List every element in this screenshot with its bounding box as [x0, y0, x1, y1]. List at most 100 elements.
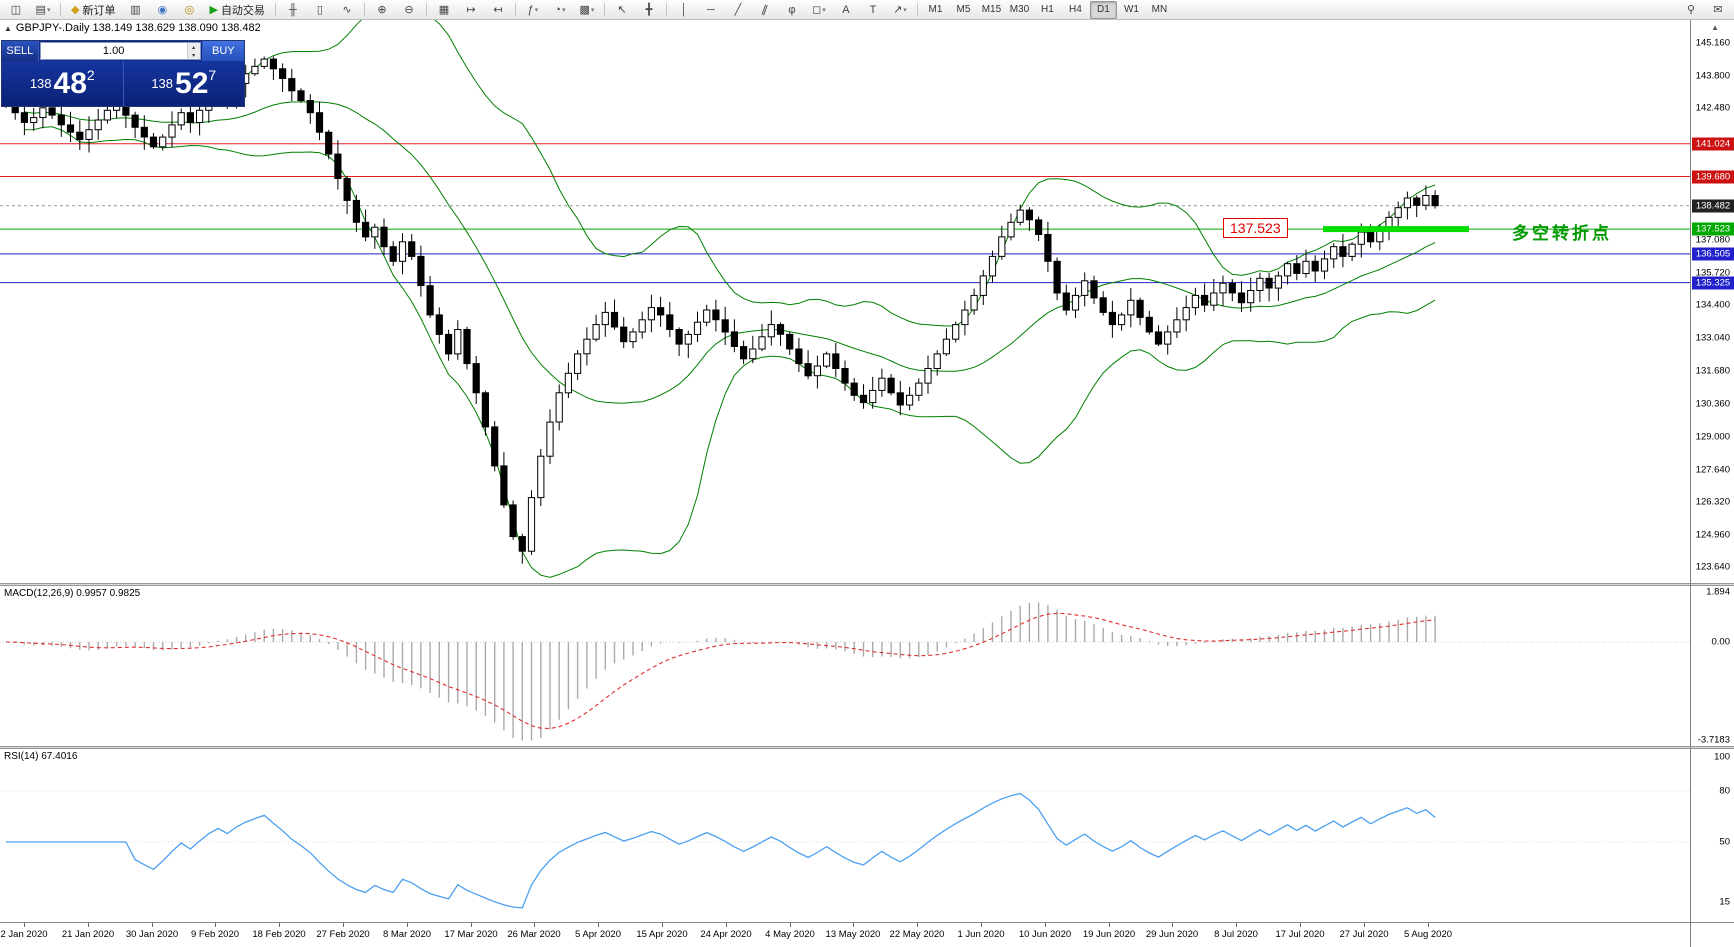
time-axis-tick [152, 923, 153, 927]
trade-panel-toggle-icon[interactable]: ▲ [4, 24, 12, 33]
timeframe-m1-button[interactable]: M1 [928, 4, 943, 15]
timeframe-h4-button[interactable]: H4 [1069, 4, 1082, 15]
equidistant-channel-icon[interactable]: ∥ [760, 3, 770, 17]
timeframe-w1-button[interactable]: W1 [1123, 4, 1139, 15]
toolbar-separator [60, 3, 61, 16]
autotrading-button[interactable]: ▶ 自动交易 [209, 4, 265, 17]
new-order-button[interactable]: ◆ 新订单 [71, 4, 116, 17]
macd-axis[interactable]: 1.894 0.00 -3.7183 [1691, 586, 1734, 746]
messages-icon[interactable]: ✉ [1713, 4, 1723, 16]
time-axis-tick [1045, 923, 1046, 927]
date-label: 21 Jan 2020 [61, 929, 115, 940]
timeframe-m30-button[interactable]: M30 [1009, 4, 1030, 15]
text-label-icon[interactable]: T [869, 3, 877, 16]
bar-chart-icon[interactable]: ╫ [289, 3, 297, 16]
shapes-icon[interactable]: ◻ [806, 1, 832, 19]
time-axis-tick [981, 923, 982, 927]
vertical-line-icon[interactable]: │ [680, 3, 688, 16]
price-level-badge: 139.680 [1692, 170, 1734, 183]
buy-button[interactable]: BUY [201, 41, 244, 61]
panel-splitter[interactable] [0, 746, 1734, 749]
date-label: 5 Apr 2020 [575, 929, 621, 940]
timeframe-d1-button[interactable]: D1 [1089, 0, 1117, 19]
bid-prefix: 138 [29, 76, 52, 91]
zoom-out-icon[interactable]: ⊖ [404, 4, 414, 16]
panel-splitter[interactable] [0, 583, 1734, 586]
price-level-badge: 141.024 [1692, 137, 1734, 151]
date-label: 5 Aug 2020 [1403, 929, 1453, 940]
time-axis-tick [343, 923, 344, 927]
new-chart-icon[interactable]: ◫ [10, 4, 22, 16]
timeframe-mn-button[interactable]: MN [1151, 4, 1168, 15]
timeframe-m5-button[interactable]: M5 [956, 4, 971, 15]
timeframe-m15-button[interactable]: M15 [981, 4, 1002, 15]
price-axis-label: 133.040 [1695, 332, 1730, 344]
date-label: 22 May 2020 [889, 929, 945, 940]
bid-price[interactable]: 138 48 2 [2, 61, 124, 106]
axis-border [1690, 20, 1691, 947]
ask-big-digits: 52 [175, 66, 209, 100]
time-axis-tick [407, 923, 408, 927]
date-label: 9 Feb 2020 [190, 929, 240, 940]
candlestick-chart-icon[interactable]: ▯ [316, 4, 323, 16]
timeframe-h1-button[interactable]: H1 [1041, 4, 1054, 15]
date-label: 2 Jan 2020 [0, 929, 48, 940]
rsi-axis[interactable]: 100 80 50 15 [1691, 749, 1734, 922]
mql5-community-icon[interactable]: ◉ [157, 4, 168, 16]
text-icon[interactable]: A [842, 3, 850, 16]
time-axis-tick [598, 923, 599, 927]
bid-big-digits: 48 [53, 66, 87, 100]
date-label: 8 Mar 2020 [382, 929, 432, 940]
price-axis-label: 127.640 [1695, 464, 1730, 476]
tile-windows-icon[interactable]: ▦ [438, 4, 450, 16]
date-label: 27 Jul 2020 [1339, 929, 1389, 940]
toolbar: ◫ ▤ ◆新订单 ▥ ◉ ◎ ▶自动交易 ╫ ▯ ∿ ⊕ ⊖ ▦ ↦ ↤ ƒ◔▩ ↖ ╋ │ ─ ╱ ∥ φ ◻ A T ↗ M1 M5… [0, 0, 1734, 20]
macd-chart[interactable] [0, 586, 1690, 746]
time-axis-tick [215, 923, 216, 927]
date-label: 8 Jul 2020 [1214, 929, 1258, 940]
sell-button[interactable]: SELL [2, 41, 39, 61]
rsi-chart[interactable] [0, 749, 1690, 922]
periods-icon[interactable]: ◔ [547, 1, 573, 19]
price-level-badge: 136.505 [1692, 247, 1734, 261]
line-chart-icon[interactable]: ∿ [342, 4, 352, 16]
volume-up-button[interactable]: ▴ [187, 43, 200, 51]
toolbar-separator [514, 3, 516, 16]
economic-calendar-icon[interactable]: ◎ [184, 4, 195, 16]
arrows-icon[interactable]: ↗ [887, 1, 913, 19]
macd-label: MACD(12,26,9) 0.9957 0.9825 [4, 588, 141, 599]
market-depth-icon[interactable]: ▥ [130, 4, 141, 16]
ask-price[interactable]: 138 52 7 [123, 61, 244, 106]
templates-icon[interactable]: ▩ [574, 1, 600, 19]
crosshair-icon[interactable]: ╋ [645, 4, 653, 16]
chart-profiles-icon[interactable]: ▤ [30, 1, 56, 19]
fibonacci-icon[interactable]: φ [788, 3, 796, 16]
time-axis-tick [1428, 923, 1429, 927]
cursor-icon[interactable]: ↖ [617, 4, 627, 16]
chart-ohlc-info: ▲ GBPJPY-.Daily 138.149 138.629 138.090 1… [4, 22, 261, 34]
search-icon[interactable]: ⚲ [1686, 4, 1696, 16]
chart-shift-icon[interactable]: ↤ [493, 4, 503, 16]
price-level-flag[interactable]: 137.523 [1223, 218, 1288, 238]
volume-input[interactable] [40, 43, 187, 59]
auto-scroll-icon[interactable]: ↦ [466, 4, 476, 16]
ask-prefix: 138 [151, 76, 174, 91]
time-axis[interactable]: 2 Jan 2020 21 Jan 2020 30 Jan 2020 9 Feb 20… [0, 922, 1734, 947]
annotation-text: 多空转折点 [1512, 224, 1612, 243]
volume-down-button[interactable]: ▾ [187, 51, 200, 59]
date-label: 17 Jul 2020 [1275, 929, 1325, 940]
main-chart-panel: ▲ 145.160 143.800 142.480 137.080 135.720 134… [0, 20, 1734, 583]
indicators-icon[interactable]: ƒ [520, 1, 546, 19]
price-axis-label: 124.960 [1695, 529, 1730, 541]
horizontal-line-icon[interactable]: ─ [707, 3, 715, 16]
trendline-icon[interactable]: ╱ [734, 4, 742, 16]
toolbar-separator [274, 3, 276, 16]
scroll-indicator-icon: ▲ [1711, 23, 1719, 32]
rsi-axis-label: 100 [1714, 751, 1730, 763]
price-axis[interactable]: ▲ 145.160 143.800 142.480 137.080 135.720 134… [1691, 20, 1734, 583]
zoom-in-icon[interactable]: ⊕ [377, 4, 387, 16]
candlestick-chart[interactable] [0, 20, 1690, 583]
rsi-axis-label: 50 [1719, 836, 1730, 848]
macd-panel: MACD(12,26,9) 0.9957 0.9825 1.894 0.00 -3.… [0, 586, 1734, 746]
date-label: 18 Feb 2020 [252, 929, 306, 940]
